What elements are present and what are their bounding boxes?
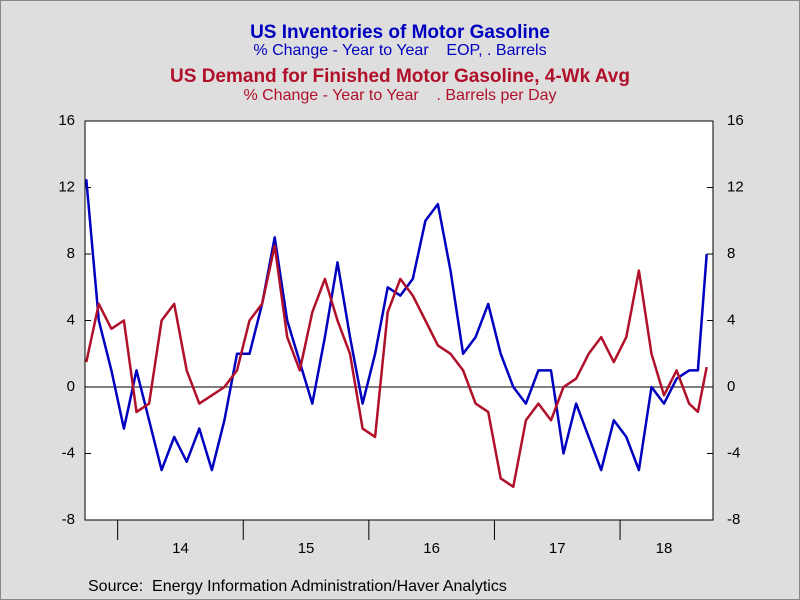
series-line <box>85 179 708 472</box>
x-tick-label: 16 <box>423 540 440 557</box>
y2-tick-label: -8 <box>727 511 740 528</box>
plot-area <box>84 120 714 521</box>
y-tick-label: 0 <box>67 378 75 395</box>
y-tick-label: 12 <box>58 178 75 195</box>
y2-tick-label: 4 <box>727 311 735 328</box>
y2-tick-label: 12 <box>727 178 744 195</box>
y2-tick-label: 16 <box>727 112 744 129</box>
chart-subtitle: % Change - Year to Year EOP, . Barrels <box>253 42 546 59</box>
y2-tick-label: 8 <box>727 245 735 262</box>
x-tick-label: 14 <box>172 540 189 557</box>
y-tick-label: -8 <box>62 511 75 528</box>
y-tick-label: 4 <box>67 311 75 328</box>
chart-title: US Inventories of Motor Gasoline <box>250 22 550 43</box>
chart-subtitle: % Change - Year to Year . Barrels per Da… <box>243 87 556 104</box>
x-tick-label: 17 <box>549 540 566 557</box>
x-tick-label: 15 <box>298 540 315 557</box>
series-line <box>85 244 708 489</box>
y-tick-label: 8 <box>67 245 75 262</box>
chart-title: US Demand for Finished Motor Gasoline, 4… <box>170 66 630 87</box>
y2-tick-label: -4 <box>727 444 740 461</box>
y-tick-label: 16 <box>58 112 75 129</box>
y-tick-label: -4 <box>62 444 75 461</box>
x-tick-label: 18 <box>656 540 673 557</box>
source-note: Source: Energy Information Administratio… <box>88 578 507 595</box>
y2-tick-label: 0 <box>727 378 735 395</box>
